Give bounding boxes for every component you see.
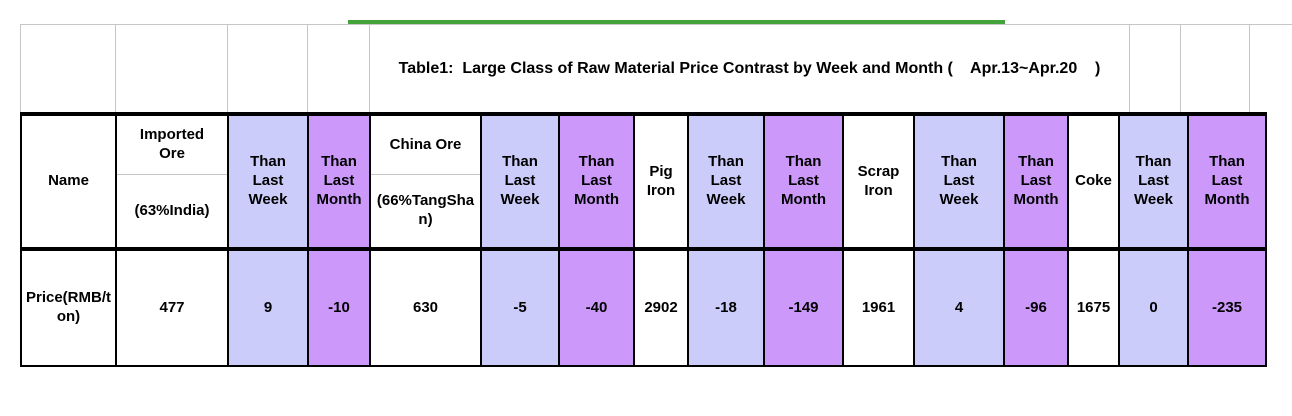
price-row-label: Price(RMB/ton): [25, 289, 111, 325]
price-cell-china-ore-week-diff: -5: [482, 251, 560, 365]
header-cell-china-ore: China Ore (66%TangShan): [371, 116, 482, 247]
price-value: -10: [328, 298, 350, 316]
header-cell-than-last-week-scrap-iron: Than Last Week: [915, 116, 1005, 247]
price-value: -96: [1025, 298, 1047, 316]
price-value: -235: [1211, 298, 1243, 316]
header-label: China Ore: [389, 135, 462, 153]
header-label: Than Last Month: [574, 153, 619, 208]
china-ore-name: China Ore: [371, 116, 480, 175]
price-cell-pig-iron-week-diff: -18: [689, 251, 765, 365]
title-row-empty-cell: [1130, 25, 1181, 112]
header-label: Name: [48, 172, 89, 190]
header-label: Than Last Week: [500, 153, 540, 208]
header-cell-than-last-month-scrap-iron: Than Last Month: [1005, 116, 1069, 247]
header-cell-than-last-week-china-ore: Than Last Week: [482, 116, 560, 247]
price-cell-coke: 1675: [1069, 251, 1120, 365]
header-label: Imported Ore: [139, 126, 205, 162]
price-value: -18: [715, 298, 737, 316]
price-cell-imported-ore: 477: [117, 251, 229, 365]
imported-ore-name: Imported Ore: [117, 116, 227, 175]
price-cell-pig-iron: 2902: [635, 251, 689, 365]
header-label: Pig Iron: [646, 162, 676, 199]
header-label: Than Last Month: [1204, 153, 1250, 208]
header-cell-than-last-month-pig-iron: Than Last Month: [765, 116, 844, 247]
price-cell-coke-week-diff: 0: [1120, 251, 1189, 365]
header-cell-imported-ore: Imported Ore (63%India): [117, 116, 229, 247]
price-value: 9: [263, 298, 273, 316]
price-cell-imported-ore-month-diff: -10: [309, 251, 371, 365]
header-cell-than-last-week-pig-iron: Than Last Week: [689, 116, 765, 247]
price-value: 4: [954, 298, 964, 316]
china-ore-spec: (66%TangShan): [371, 175, 480, 247]
title-cell: Table1: Large Class of Raw Material Pric…: [370, 25, 1130, 112]
header-cell-than-last-week-imported-ore: Than Last Week: [229, 116, 309, 247]
header-cell-name: Name: [22, 116, 117, 247]
header-label: Than Last Month: [1013, 153, 1059, 208]
header-cell-than-last-week-coke: Than Last Week: [1120, 116, 1189, 247]
price-cell-pig-iron-month-diff: -149: [765, 251, 844, 365]
price-row: Price(RMB/ton) 477 9 -10 630 -5 -40 2902: [20, 247, 1267, 367]
title-row-empty-cell: [228, 25, 308, 112]
header-cell-pig-iron: Pig Iron: [635, 116, 689, 247]
price-value: 2902: [644, 298, 678, 316]
title-row-empty-cell: [308, 25, 370, 112]
price-cell-china-ore-month-diff: -40: [560, 251, 635, 365]
title-row-empty-cell: [1181, 25, 1250, 112]
header-label: Than Last Month: [781, 153, 826, 208]
price-cell-imported-ore-week-diff: 9: [229, 251, 309, 365]
price-value: 1961: [861, 298, 896, 316]
price-cell-coke-month-diff: -235: [1189, 251, 1265, 365]
price-value: 0: [1149, 298, 1158, 316]
header-row: Name Imported Ore (63%India) Than Last W…: [20, 112, 1267, 247]
price-cell-scrap-iron: 1961: [844, 251, 915, 365]
header-sublabel: (66%TangShan): [376, 192, 475, 228]
price-value: -40: [585, 298, 608, 316]
header-label: Than Last Week: [1134, 153, 1173, 208]
header-label: Than Last Week: [706, 153, 746, 208]
price-cell-scrap-iron-month-diff: -96: [1005, 251, 1069, 365]
header-cell-coke: Coke: [1069, 116, 1120, 247]
price-value: 1675: [1076, 298, 1111, 316]
header-cell-than-last-month-coke: Than Last Month: [1189, 116, 1265, 247]
title-row-empty-cell: [1250, 25, 1292, 112]
header-label: Than Last Week: [248, 153, 288, 208]
price-value: 630: [412, 298, 439, 316]
title-row: Table1: Large Class of Raw Material Pric…: [20, 24, 1292, 112]
header-cell-than-last-month-imported-ore: Than Last Month: [309, 116, 371, 247]
header-label: Scrap Iron: [857, 162, 900, 199]
top-accent-line: [348, 20, 1005, 24]
header-label: Coke: [1075, 172, 1112, 190]
price-cell-scrap-iron-week-diff: 4: [915, 251, 1005, 365]
header-sublabel: (63%India): [134, 201, 210, 219]
title-row-empty-cell: [21, 25, 116, 112]
title-row-empty-cell: [116, 25, 228, 112]
header-label: Than Last Week: [939, 153, 979, 208]
price-value: -5: [513, 298, 527, 316]
header-label: Than Last Month: [316, 153, 362, 208]
price-contrast-table: Table1: Large Class of Raw Material Pric…: [20, 24, 1292, 367]
table-title: Table1: Large Class of Raw Material Pric…: [398, 59, 1101, 77]
imported-ore-spec: (63%India): [117, 175, 227, 247]
header-cell-than-last-month-china-ore: Than Last Month: [560, 116, 635, 247]
price-value: 477: [159, 298, 185, 316]
price-row-label-cell: Price(RMB/ton): [22, 251, 117, 365]
header-cell-scrap-iron: Scrap Iron: [844, 116, 915, 247]
price-cell-china-ore: 630: [371, 251, 482, 365]
price-value: -149: [788, 298, 819, 316]
